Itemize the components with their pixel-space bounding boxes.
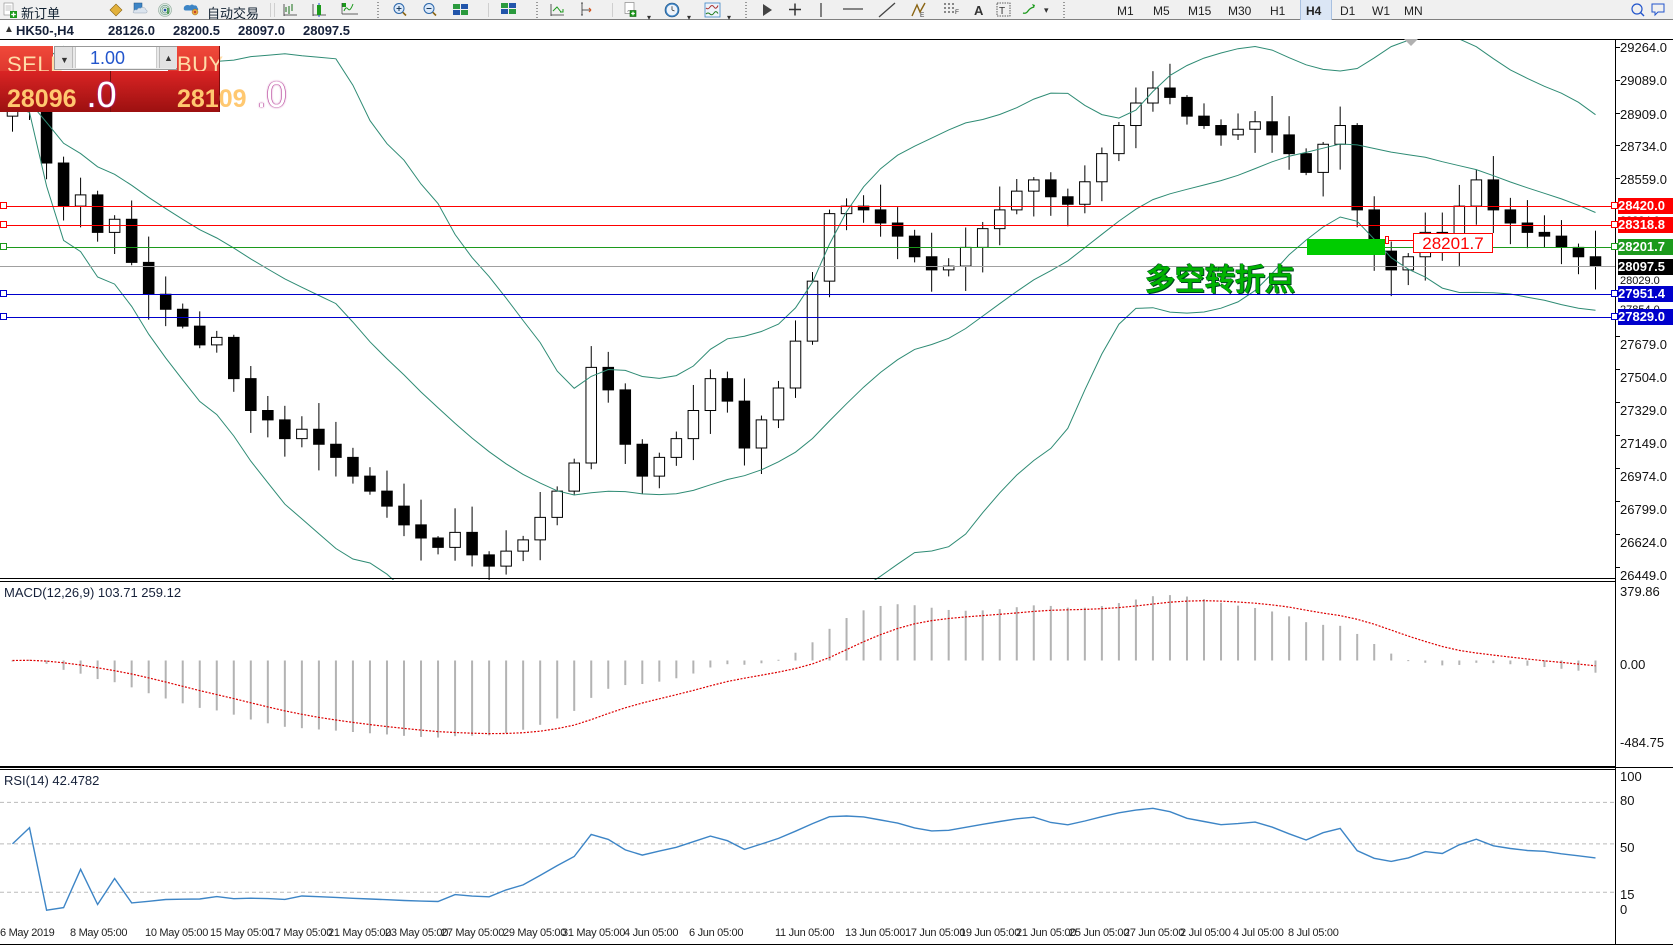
svg-text:E: E bbox=[920, 12, 925, 18]
svg-text:T: T bbox=[999, 6, 1005, 17]
svg-text:F: F bbox=[955, 9, 959, 16]
